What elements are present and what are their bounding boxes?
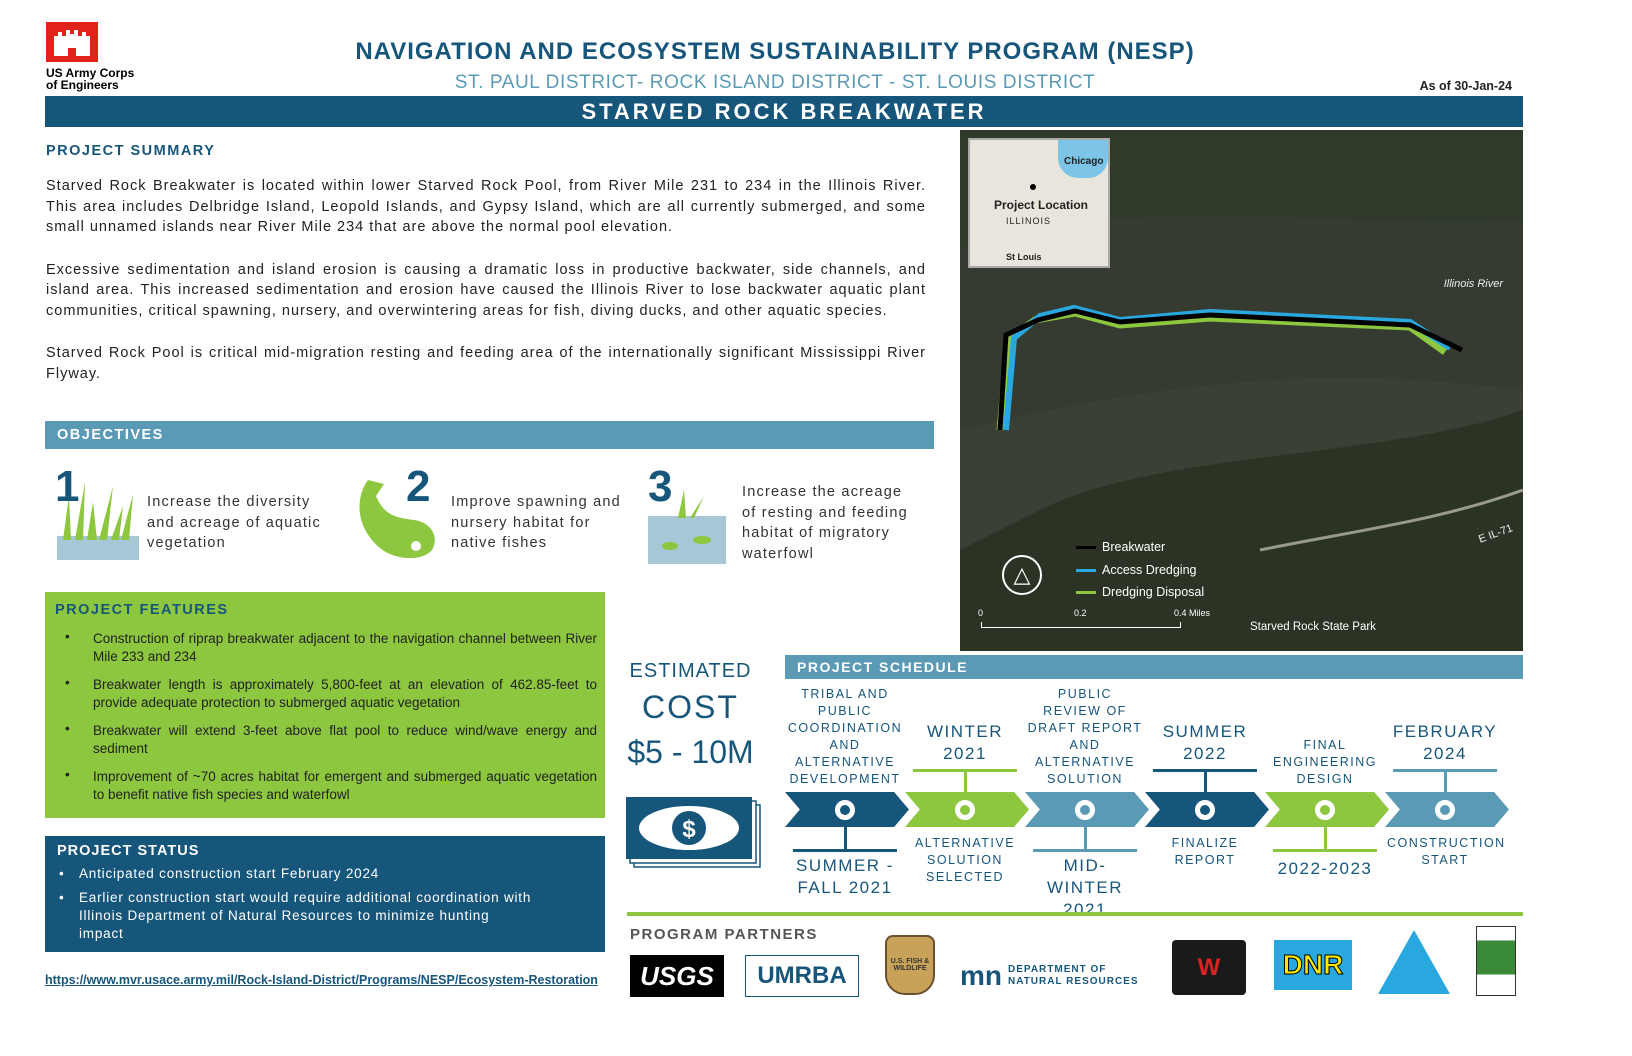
scale-bar: 0 0.2 0.4 Miles: [978, 608, 1218, 630]
summary-heading: PROJECT SUMMARY: [46, 143, 216, 159]
aquatic-grass-icon: [57, 482, 139, 560]
partners-divider: [627, 912, 1523, 916]
dollar-bill-icon: $: [626, 797, 761, 868]
milestone-bottom-label: CONSTRUCTION START: [1387, 836, 1506, 867]
partners-heading: PROGRAM PARTNERS: [630, 926, 818, 943]
milestone-top-label: SUMMER 2022: [1162, 722, 1248, 763]
fish-icon: [359, 480, 435, 559]
location-inset: Chicago Project Location ILLINOIS St Lou…: [968, 138, 1110, 268]
feature-item: Improvement of ~70 acres habitat for eme…: [55, 766, 597, 804]
milestone-marker-icon: [1195, 800, 1215, 820]
as-of-date: As of 30-Jan-24: [1419, 79, 1512, 93]
objective-1: 1 Increase the diversity and acreage of …: [55, 462, 345, 562]
missouri-conservation-logo: [1378, 930, 1450, 994]
feature-item: Breakwater length is approximately 5,800…: [55, 674, 597, 712]
objective-3: 3 Increase the acreage of resting and fe…: [648, 462, 928, 572]
svg-text:$: $: [682, 816, 696, 843]
objective-2: 2 Improve spawning and nursery habitat f…: [350, 462, 630, 562]
map-legend: Breakwater Access Dredging Dredging Disp…: [1076, 536, 1204, 604]
milestone-top-label: WINTER 2021: [926, 722, 1004, 763]
page-title: NAVIGATION AND ECOSYSTEM SUSTAINABILITY …: [355, 38, 1195, 65]
map-imagery: [960, 130, 1523, 651]
status-item: • Earlier construction start would requir…: [59, 890, 532, 941]
milestone-marker-icon: [1075, 800, 1095, 820]
milestone-bottom-label: SUMMER - FALL 2021: [796, 856, 894, 897]
estimated-cost: ESTIMATED COST $5 - 10M: [618, 660, 763, 771]
schedule-heading: PROJECT SCHEDULE: [785, 655, 1523, 679]
wetland-fish-icon: [648, 490, 726, 564]
milestone-marker-icon: [1435, 800, 1455, 820]
illinois-dnr-logo: [1476, 926, 1516, 996]
milestone-marker-icon: [955, 800, 975, 820]
objectives-heading: OBJECTIVES: [45, 421, 934, 449]
mn-dnr-logo: mn DEPARTMENT OF NATURAL RESOURCES: [960, 960, 1139, 991]
page-subtitle: ST. PAUL DISTRICT- ROCK ISLAND DISTRICT …: [454, 72, 1096, 93]
umrba-logo: UMRBA: [745, 955, 859, 997]
wisconsin-dnr-logo: W: [1172, 940, 1246, 995]
usgs-logo: USGS: [630, 955, 724, 997]
project-status: PROJECT STATUS • Anticipated construction…: [45, 836, 605, 952]
milestone-marker-icon: [1315, 800, 1335, 820]
project-banner: STARVED ROCK BREAKWATER: [45, 96, 1523, 127]
milestone-top-label: FINAL ENGINEERING DESIGN: [1272, 738, 1377, 786]
iowa-dnr-logo: DNR: [1274, 940, 1352, 990]
milestone-top-label: FEBRUARY 2024: [1392, 722, 1498, 763]
milestone-bottom-label: FINALIZE REPORT: [1171, 836, 1239, 867]
milestone-top-label: TRIBAL AND PUBLIC COORDINATION AND ALTER…: [787, 687, 903, 786]
milestone-top-label: PUBLIC REVIEW OF DRAFT REPORT AND ALTERN…: [1027, 687, 1143, 786]
feature-item: Breakwater will extend 3-feet above flat…: [55, 720, 597, 758]
milestone-bottom-label: ALTERNATIVE SOLUTION SELECTED: [914, 836, 1016, 884]
usfws-logo: U.S. FISH & WILDLIFE: [885, 935, 935, 995]
north-arrow-icon: △: [1002, 555, 1042, 595]
cost-value: $5 - 10M: [627, 734, 754, 770]
status-item: • Anticipated construction start February…: [59, 866, 380, 881]
project-map[interactable]: Chicago Project Location ILLINOIS St Lou…: [960, 130, 1523, 651]
usace-logo: US Army Corps of Engineers: [46, 22, 146, 91]
feature-item: Construction of riprap breakwater adjace…: [55, 628, 597, 666]
milestone-bottom-label: 2022-2023: [1277, 859, 1373, 878]
milestone-marker-icon: [835, 800, 855, 820]
program-url-link[interactable]: https://www.mvr.usace.army.mil/Rock-Isla…: [45, 973, 598, 987]
summary-text: Starved Rock Breakwater is located withi…: [46, 178, 926, 382]
project-features: PROJECT FEATURES Construction of riprap …: [45, 592, 605, 818]
